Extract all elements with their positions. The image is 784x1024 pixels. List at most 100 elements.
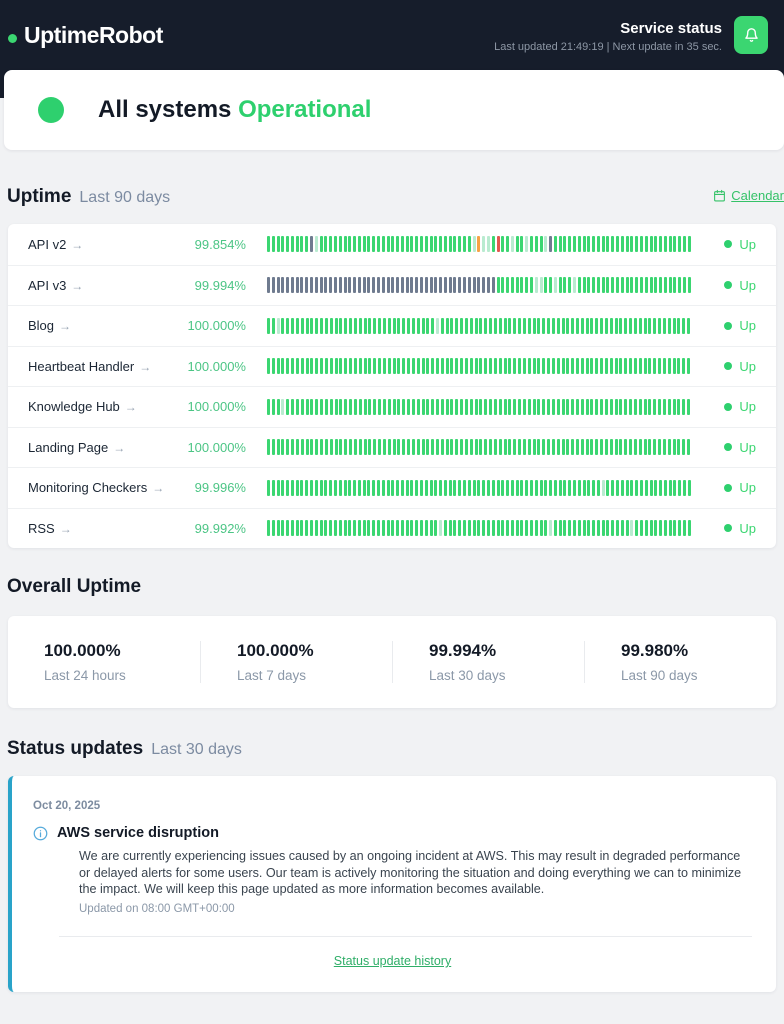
uptime-bar[interactable] (410, 479, 414, 496)
uptime-bar[interactable] (491, 236, 495, 253)
uptime-bar[interactable] (329, 479, 333, 496)
uptime-bar[interactable] (458, 236, 462, 253)
uptime-bar[interactable] (416, 317, 420, 334)
uptime-bar[interactable] (319, 277, 323, 294)
uptime-bar[interactable] (619, 439, 623, 456)
uptime-bar[interactable] (329, 236, 333, 253)
uptime-bar[interactable] (344, 358, 348, 375)
uptime-bar[interactable] (357, 479, 361, 496)
uptime-bar[interactable] (353, 520, 357, 537)
uptime-bar[interactable] (577, 236, 581, 253)
uptime-bar[interactable] (600, 358, 604, 375)
uptime-bar[interactable] (310, 358, 314, 375)
uptime-bar[interactable] (343, 520, 347, 537)
calendar-link[interactable]: Calendar (713, 188, 784, 203)
uptime-bar[interactable] (286, 277, 290, 294)
uptime-bar[interactable] (396, 479, 400, 496)
uptime-bar[interactable] (659, 520, 663, 537)
uptime-bar[interactable] (484, 439, 488, 456)
uptime-bar[interactable] (558, 236, 562, 253)
uptime-bar[interactable] (489, 439, 493, 456)
uptime-bar[interactable] (267, 398, 270, 415)
uptime-bar[interactable] (544, 479, 548, 496)
uptime-bar[interactable] (421, 439, 425, 456)
uptime-bar[interactable] (668, 236, 672, 253)
uptime-bar[interactable] (392, 358, 396, 375)
uptime-bar[interactable] (629, 358, 633, 375)
uptime-bar[interactable] (344, 398, 348, 415)
uptime-bar[interactable] (281, 277, 285, 294)
uptime-bar[interactable] (672, 398, 676, 415)
uptime-bar[interactable] (305, 439, 309, 456)
uptime-bar[interactable] (644, 277, 648, 294)
uptime-bar[interactable] (542, 398, 546, 415)
uptime-bar[interactable] (344, 439, 348, 456)
uptime-bar[interactable] (635, 479, 639, 496)
uptime-bar[interactable] (424, 236, 428, 253)
uptime-bar[interactable] (563, 236, 567, 253)
uptime-bar[interactable] (644, 236, 648, 253)
uptime-bar[interactable] (339, 439, 343, 456)
uptime-bar[interactable] (344, 317, 348, 334)
uptime-bar[interactable] (529, 520, 533, 537)
uptime-bar[interactable] (474, 317, 478, 334)
uptime-bar[interactable] (300, 236, 304, 253)
uptime-bar[interactable] (659, 236, 663, 253)
uptime-bar[interactable] (382, 358, 386, 375)
uptime-bar[interactable] (443, 277, 447, 294)
uptime-bar[interactable] (571, 358, 575, 375)
uptime-bar[interactable] (320, 439, 324, 456)
uptime-bar[interactable] (544, 277, 548, 294)
uptime-bar[interactable] (271, 277, 275, 294)
monitor-name-link[interactable]: Knowledge Hub → (28, 399, 137, 415)
uptime-bar[interactable] (534, 236, 538, 253)
uptime-bar[interactable] (407, 358, 411, 375)
uptime-bar[interactable] (624, 398, 628, 415)
uptime-bar[interactable] (614, 439, 618, 456)
uptime-bar[interactable] (501, 479, 505, 496)
uptime-bar[interactable] (448, 236, 452, 253)
uptime-bar[interactable] (271, 439, 275, 456)
uptime-bar[interactable] (619, 317, 623, 334)
uptime-bar[interactable] (349, 398, 353, 415)
uptime-bar[interactable] (315, 317, 319, 334)
uptime-bar[interactable] (315, 439, 319, 456)
uptime-bar[interactable] (353, 479, 357, 496)
uptime-bar[interactable] (479, 398, 483, 415)
uptime-bar[interactable] (600, 398, 604, 415)
uptime-bar[interactable] (411, 317, 415, 334)
uptime-bar[interactable] (601, 479, 605, 496)
uptime-bar[interactable] (678, 479, 682, 496)
uptime-bar[interactable] (338, 236, 342, 253)
uptime-bar[interactable] (453, 520, 457, 537)
uptime-bar[interactable] (460, 439, 464, 456)
uptime-bar[interactable] (620, 236, 624, 253)
uptime-bar[interactable] (611, 520, 615, 537)
uptime-bar[interactable] (553, 520, 557, 537)
uptime-bar[interactable] (482, 520, 486, 537)
uptime-bar[interactable] (290, 520, 294, 537)
uptime-bar[interactable] (416, 439, 420, 456)
uptime-bar[interactable] (464, 439, 468, 456)
uptime-bar[interactable] (653, 317, 657, 334)
uptime-bar[interactable] (267, 317, 270, 334)
uptime-bar[interactable] (305, 358, 309, 375)
uptime-bar[interactable] (489, 317, 493, 334)
uptime-bar[interactable] (358, 439, 362, 456)
uptime-bar[interactable] (411, 439, 415, 456)
uptime-bar[interactable] (353, 439, 357, 456)
uptime-bar[interactable] (310, 479, 314, 496)
uptime-bar[interactable] (448, 520, 452, 537)
uptime-bar[interactable] (571, 398, 575, 415)
uptime-bar[interactable] (329, 358, 333, 375)
uptime-bar[interactable] (300, 317, 304, 334)
uptime-bar[interactable] (324, 520, 328, 537)
uptime-bar[interactable] (582, 277, 586, 294)
uptime-bar[interactable] (305, 520, 309, 537)
uptime-bar[interactable] (648, 398, 652, 415)
uptime-bar[interactable] (373, 398, 377, 415)
uptime-bar[interactable] (348, 520, 352, 537)
uptime-bar[interactable] (558, 479, 562, 496)
uptime-bar[interactable] (300, 520, 304, 537)
uptime-bar[interactable] (362, 479, 366, 496)
